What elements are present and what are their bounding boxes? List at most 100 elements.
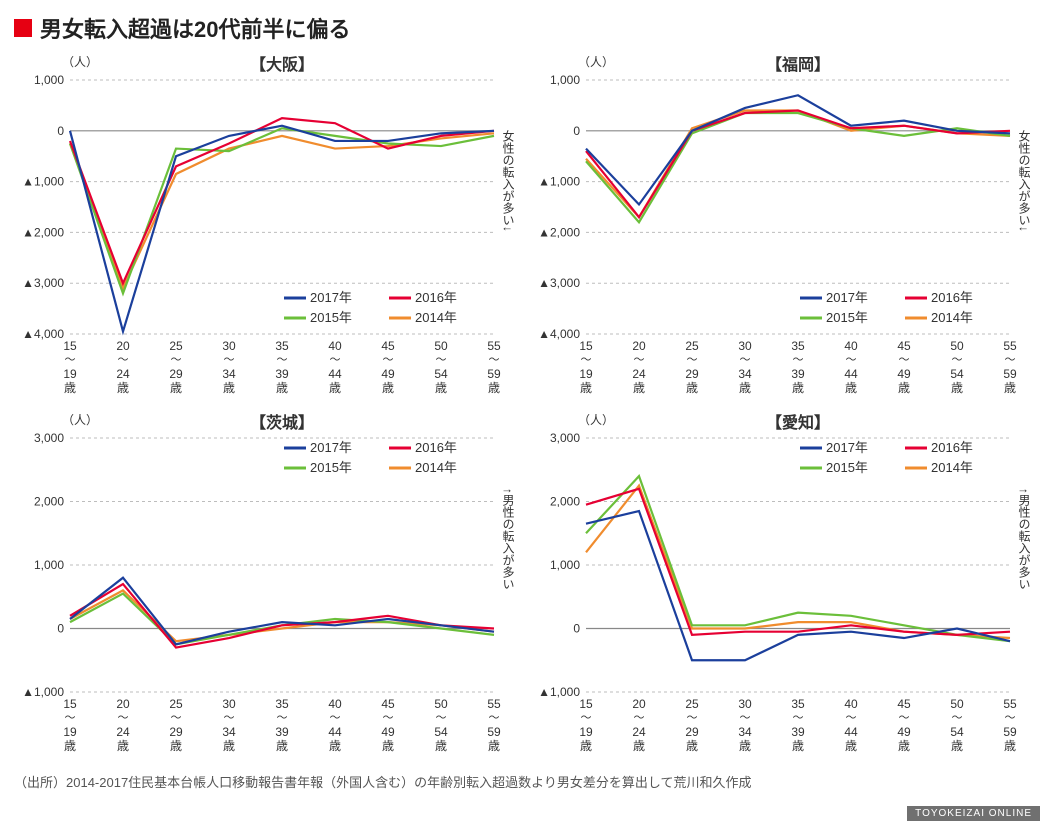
svg-text:59: 59 — [1003, 725, 1017, 739]
title-row: 男女転入超過は20代前半に偏る — [0, 0, 1040, 52]
svg-text:2016年: 2016年 — [415, 440, 457, 455]
svg-text:59: 59 — [487, 725, 501, 739]
svg-text:（人）: （人） — [62, 55, 98, 69]
title-marker — [14, 19, 32, 37]
svg-text:29: 29 — [169, 367, 183, 381]
svg-text:〜: 〜 — [581, 354, 592, 366]
svg-text:30: 30 — [738, 339, 752, 353]
svg-text:2,000: 2,000 — [550, 495, 580, 509]
svg-text:45: 45 — [381, 697, 395, 711]
svg-text:〜: 〜 — [740, 712, 751, 724]
svg-text:40: 40 — [328, 339, 342, 353]
svg-text:歳: 歳 — [329, 739, 341, 753]
svg-text:〜: 〜 — [952, 354, 963, 366]
svg-text:【茨城】: 【茨城】 — [250, 413, 314, 432]
svg-text:〜: 〜 — [65, 354, 76, 366]
svg-text:34: 34 — [222, 725, 236, 739]
svg-text:39: 39 — [791, 367, 805, 381]
svg-text:2016年: 2016年 — [931, 440, 973, 455]
svg-text:歳: 歳 — [845, 381, 857, 395]
svg-text:39: 39 — [275, 367, 289, 381]
svg-text:歳: 歳 — [276, 381, 288, 395]
svg-text:〜: 〜 — [740, 354, 751, 366]
svg-text:29: 29 — [685, 367, 699, 381]
svg-text:【大阪】: 【大阪】 — [250, 55, 314, 74]
svg-text:0: 0 — [57, 124, 64, 138]
svg-text:歳: 歳 — [1004, 739, 1016, 753]
svg-text:【愛知】: 【愛知】 — [766, 413, 830, 432]
svg-text:〜: 〜 — [383, 354, 394, 366]
main-title: 男女転入超過は20代前半に偏る — [40, 12, 350, 44]
svg-text:〜: 〜 — [846, 712, 857, 724]
svg-text:30: 30 — [222, 339, 236, 353]
svg-text:20: 20 — [632, 697, 646, 711]
svg-text:34: 34 — [738, 367, 752, 381]
svg-text:歳: 歳 — [845, 739, 857, 753]
svg-text:34: 34 — [738, 725, 752, 739]
svg-text:歳: 歳 — [223, 739, 235, 753]
svg-text:25: 25 — [169, 339, 183, 353]
svg-text:24: 24 — [116, 367, 130, 381]
svg-text:歳: 歳 — [64, 381, 76, 395]
svg-text:歳: 歳 — [117, 381, 129, 395]
svg-text:55: 55 — [1003, 339, 1017, 353]
panel-fukuoka: （人）【福岡】1,0000▲1,000▲2,000▲3,000▲4,00015〜… — [522, 52, 1034, 402]
svg-text:54: 54 — [434, 725, 448, 739]
svg-text:44: 44 — [844, 367, 858, 381]
svg-text:女性の転入が多い↓: 女性の転入が多い↓ — [1017, 129, 1030, 232]
svg-text:歳: 歳 — [276, 739, 288, 753]
svg-text:2015年: 2015年 — [826, 460, 868, 475]
svg-text:▲4,000: ▲4,000 — [538, 327, 580, 341]
svg-text:歳: 歳 — [329, 381, 341, 395]
svg-text:2015年: 2015年 — [826, 310, 868, 325]
svg-text:25: 25 — [685, 339, 699, 353]
svg-text:19: 19 — [579, 367, 593, 381]
svg-text:〜: 〜 — [118, 712, 129, 724]
svg-text:〜: 〜 — [436, 354, 447, 366]
svg-text:▲1,000: ▲1,000 — [538, 685, 580, 699]
svg-text:歳: 歳 — [792, 739, 804, 753]
svg-text:〜: 〜 — [383, 712, 394, 724]
svg-text:35: 35 — [275, 697, 289, 711]
svg-text:15: 15 — [579, 697, 593, 711]
svg-text:2014年: 2014年 — [415, 310, 457, 325]
svg-text:▲1,000: ▲1,000 — [538, 175, 580, 189]
panel-osaka: （人）【大阪】1,0000▲1,000▲2,000▲3,000▲4,00015〜… — [6, 52, 518, 402]
svg-text:59: 59 — [487, 367, 501, 381]
svg-text:40: 40 — [328, 697, 342, 711]
svg-text:〜: 〜 — [224, 354, 235, 366]
svg-text:30: 30 — [738, 697, 752, 711]
svg-text:54: 54 — [950, 725, 964, 739]
svg-text:19: 19 — [579, 725, 593, 739]
svg-text:50: 50 — [950, 339, 964, 353]
svg-text:54: 54 — [950, 367, 964, 381]
svg-text:59: 59 — [1003, 367, 1017, 381]
svg-text:2017年: 2017年 — [826, 440, 868, 455]
svg-text:〜: 〜 — [489, 354, 500, 366]
svg-text:〜: 〜 — [899, 354, 910, 366]
svg-text:50: 50 — [434, 339, 448, 353]
svg-text:▲3,000: ▲3,000 — [538, 276, 580, 290]
svg-text:3,000: 3,000 — [550, 431, 580, 445]
svg-text:歳: 歳 — [435, 381, 447, 395]
svg-text:40: 40 — [844, 339, 858, 353]
svg-text:〜: 〜 — [581, 712, 592, 724]
svg-text:24: 24 — [632, 725, 646, 739]
svg-text:〜: 〜 — [634, 712, 645, 724]
svg-text:〜: 〜 — [793, 712, 804, 724]
svg-text:〜: 〜 — [1005, 354, 1016, 366]
svg-text:1,000: 1,000 — [34, 558, 64, 572]
svg-text:2016年: 2016年 — [931, 290, 973, 305]
svg-text:〜: 〜 — [687, 354, 698, 366]
svg-text:44: 44 — [328, 725, 342, 739]
panel-ibaraki: （人）【茨城】3,0002,0001,0000▲1,00015〜19歳20〜24… — [6, 410, 518, 760]
svg-text:1,000: 1,000 — [550, 558, 580, 572]
svg-text:▲4,000: ▲4,000 — [22, 327, 64, 341]
svg-text:歳: 歳 — [117, 739, 129, 753]
svg-text:2014年: 2014年 — [415, 460, 457, 475]
svg-text:歳: 歳 — [580, 739, 592, 753]
svg-text:歳: 歳 — [170, 381, 182, 395]
svg-text:〜: 〜 — [65, 712, 76, 724]
svg-text:34: 34 — [222, 367, 236, 381]
svg-text:歳: 歳 — [435, 739, 447, 753]
